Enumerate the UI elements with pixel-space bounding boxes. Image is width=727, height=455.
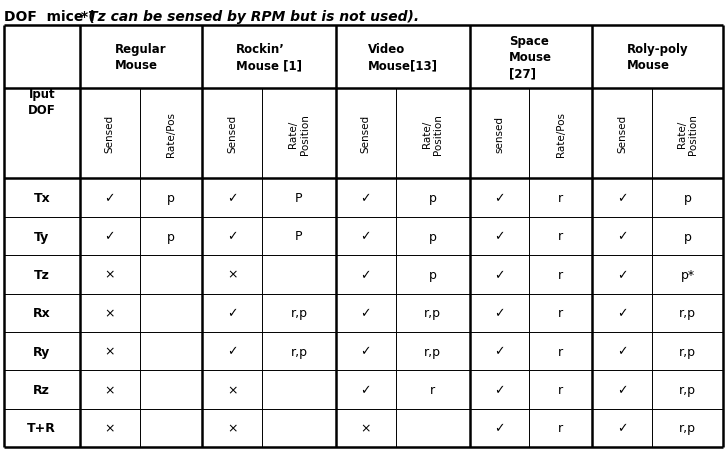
Text: p: p [167,230,174,243]
Text: ×: × [227,383,238,396]
Text: Sensed: Sensed [227,115,237,153]
Text: ✓: ✓ [494,192,505,205]
Text: Rz: Rz [33,383,50,396]
Text: ×: × [227,421,238,435]
Text: Roly-poly
Mouse: Roly-poly Mouse [627,43,688,72]
Text: Tz: Tz [34,268,49,281]
Text: ✓: ✓ [227,230,238,243]
Text: Ty: Ty [34,230,49,243]
Text: Rate/
Position: Rate/ Position [422,114,443,155]
Text: Ry: Ry [33,345,50,358]
Text: ✓: ✓ [616,192,627,205]
Text: Sensed: Sensed [361,115,371,153]
Text: r,p: r,p [679,421,696,435]
Text: ✓: ✓ [616,230,627,243]
Text: ✓: ✓ [494,383,505,396]
Text: ×: × [104,268,115,281]
Text: ✓: ✓ [494,268,505,281]
Text: ✓: ✓ [104,230,115,243]
Text: p: p [429,192,437,205]
Text: p: p [683,230,691,243]
Text: Rate/
Position: Rate/ Position [677,114,699,155]
Text: ✓: ✓ [616,345,627,358]
Text: Rate/Pos: Rate/Pos [555,111,566,157]
Text: r,p: r,p [679,345,696,358]
Text: DOF  mice (: DOF mice ( [4,10,95,24]
Text: Iput
DOF: Iput DOF [28,88,56,117]
Text: ×: × [104,383,115,396]
Text: ✓: ✓ [494,230,505,243]
Text: ✓: ✓ [616,268,627,281]
Text: sensed: sensed [494,116,505,152]
Text: ×: × [104,421,115,435]
Text: r: r [558,345,563,358]
Text: Regular
Mouse: Regular Mouse [115,43,166,72]
Text: ✓: ✓ [361,307,371,319]
Text: Rate/Pos: Rate/Pos [166,111,176,157]
Text: ×: × [104,307,115,319]
Text: ✓: ✓ [361,192,371,205]
Text: r: r [558,268,563,281]
Text: r,p: r,p [424,345,441,358]
Text: Rate/
Position: Rate/ Position [288,114,310,155]
Text: ✓: ✓ [104,192,115,205]
Text: ×: × [361,421,371,435]
Text: r: r [430,383,435,396]
Text: ×: × [104,345,115,358]
Text: P: P [295,192,302,205]
Text: r,p: r,p [679,383,696,396]
Text: Video
Mouse[13]: Video Mouse[13] [368,43,438,72]
Text: r,p: r,p [291,307,308,319]
Text: ✓: ✓ [616,421,627,435]
Text: Tx: Tx [33,192,50,205]
Text: ✓: ✓ [361,383,371,396]
Text: ✓: ✓ [227,307,238,319]
Text: ✓: ✓ [494,345,505,358]
Text: Space
Mouse
[27]: Space Mouse [27] [510,35,553,80]
Text: r,p: r,p [679,307,696,319]
Text: P: P [295,230,302,243]
Text: T+R: T+R [28,421,56,435]
Text: r,p: r,p [424,307,441,319]
Text: p: p [683,192,691,205]
Text: p: p [167,192,174,205]
Text: p: p [429,268,437,281]
Text: r: r [558,230,563,243]
Text: ✓: ✓ [494,421,505,435]
Text: r: r [558,307,563,319]
Text: Rockin’
Mouse [1]: Rockin’ Mouse [1] [236,43,302,72]
Text: ✓: ✓ [616,307,627,319]
Text: *Tz can be sensed by RPM but is not used).: *Tz can be sensed by RPM but is not used… [76,10,419,24]
Text: ✓: ✓ [227,192,238,205]
Text: Sensed: Sensed [105,115,115,153]
Text: ✓: ✓ [494,307,505,319]
Text: ×: × [227,268,238,281]
Text: ✓: ✓ [361,268,371,281]
Text: p*: p* [680,268,694,281]
Text: Rx: Rx [33,307,51,319]
Text: r: r [558,421,563,435]
Text: r: r [558,383,563,396]
Text: r: r [558,192,563,205]
Text: ✓: ✓ [227,345,238,358]
Text: r,p: r,p [291,345,308,358]
Text: ✓: ✓ [361,230,371,243]
Text: ✓: ✓ [616,383,627,396]
Text: p: p [429,230,437,243]
Text: ✓: ✓ [361,345,371,358]
Text: Sensed: Sensed [617,115,627,153]
